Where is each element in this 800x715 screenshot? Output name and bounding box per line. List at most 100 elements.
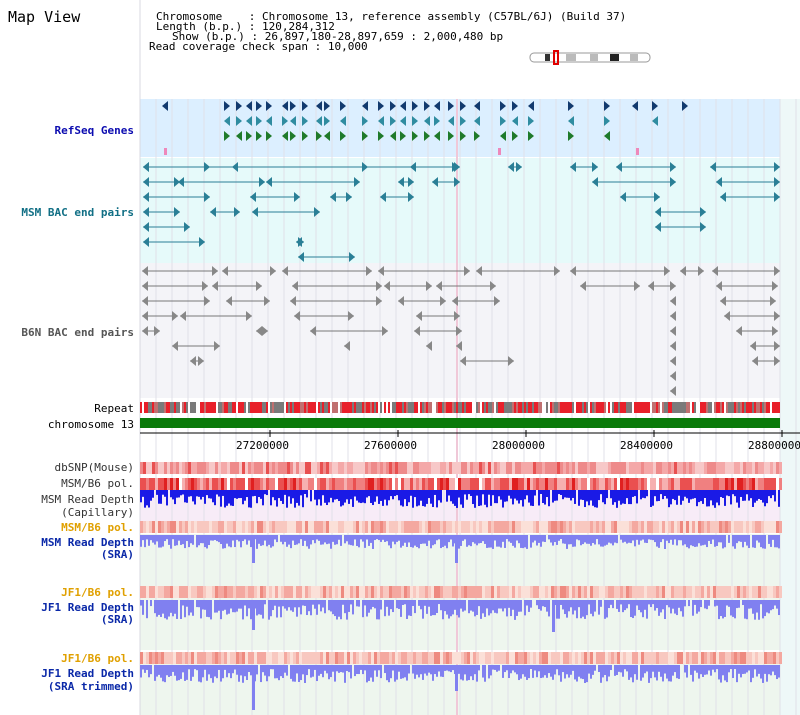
read-depth-bar <box>148 535 150 546</box>
read-depth-bar <box>448 535 450 543</box>
b6n-bac-end <box>720 296 726 306</box>
polymorphism-cell <box>227 652 230 664</box>
polymorphism-cell <box>572 586 575 598</box>
polymorphism-cell <box>314 478 317 490</box>
read-depth-bar <box>176 600 178 619</box>
b6n-bac-end <box>570 266 576 276</box>
polymorphism-cell <box>464 652 467 664</box>
polymorphism-cell <box>683 478 686 490</box>
repeat-segment <box>524 402 526 413</box>
b6n-bac-end <box>770 296 776 306</box>
repeat-segment <box>216 402 218 413</box>
read-depth-bar <box>186 535 188 542</box>
read-depth-bar <box>568 535 570 545</box>
repeat-segment <box>284 402 286 413</box>
read-depth-bar <box>582 490 584 501</box>
polymorphism-cell <box>698 521 701 533</box>
polymorphism-cell <box>740 586 743 598</box>
repeat-segment <box>748 402 750 413</box>
read-depth-bar <box>172 600 174 617</box>
refseq-gene-arrow <box>290 131 296 141</box>
read-depth-bar <box>730 490 732 505</box>
b6n-bac-end <box>670 326 676 336</box>
polymorphism-cell <box>770 462 773 474</box>
read-depth-bar <box>548 535 550 540</box>
read-depth-bar <box>608 600 610 609</box>
msm-bac-end <box>592 177 598 187</box>
read-depth-bar <box>266 490 268 496</box>
read-depth-bar <box>514 665 516 673</box>
msm-bac-end <box>516 162 522 172</box>
polymorphism-cell <box>485 586 488 598</box>
read-depth-bar <box>474 490 476 508</box>
polymorphism-cell <box>395 652 398 664</box>
polymorphism-cell <box>305 478 308 490</box>
length-value: 120,284,312 <box>261 20 335 33</box>
track-label-b6n-bac[interactable]: B6N BAC end pairs <box>21 326 134 339</box>
repeat-segment <box>220 402 222 413</box>
repeat-segment <box>210 402 212 413</box>
read-depth-bar <box>340 600 342 620</box>
read-depth-bar <box>592 665 594 675</box>
read-depth-bar <box>746 535 748 546</box>
polymorphism-cell <box>251 652 254 664</box>
read-depth-bar <box>454 600 456 610</box>
polymorphism-cell <box>509 586 512 598</box>
refseq-gene-arrow <box>474 116 480 126</box>
read-depth-bar <box>270 490 272 506</box>
read-depth-bar <box>364 665 366 671</box>
axis-tick-label: 28000000 <box>492 439 545 452</box>
polymorphism-cell <box>371 652 374 664</box>
read-depth-bar <box>704 600 706 609</box>
polymorphism-cell <box>566 586 569 598</box>
polymorphism-cell <box>248 652 251 664</box>
repeat-segment <box>200 402 202 413</box>
read-depth-bar <box>470 665 472 677</box>
refseq-gene-arrow <box>378 101 384 111</box>
read-depth-bar <box>580 535 582 546</box>
read-depth-bar <box>142 600 144 615</box>
polymorphism-cell <box>620 586 623 598</box>
polymorphism-cell <box>221 652 224 664</box>
polymorphism-cell <box>416 521 419 533</box>
refseq-gene-arrow <box>266 131 272 141</box>
polymorphism-cell <box>506 462 509 474</box>
polymorphism-cell <box>698 586 701 598</box>
b6n-bac-end <box>382 326 388 336</box>
polymorphism-cell <box>560 586 563 598</box>
read-depth-bar <box>506 665 508 671</box>
read-depth-spike <box>252 535 255 563</box>
b6n-bac-end <box>736 326 742 336</box>
read-depth-bar <box>238 535 240 542</box>
read-depth-bar <box>726 600 728 606</box>
read-depth-bar <box>276 490 278 507</box>
read-depth-bar <box>268 600 270 620</box>
read-depth-bar <box>484 665 486 682</box>
polymorphism-cell <box>173 462 176 474</box>
polymorphism-cell <box>746 462 749 474</box>
track-label-refseq[interactable]: RefSeq Genes <box>54 124 134 137</box>
read-depth-bar <box>236 665 238 675</box>
read-depth-bar <box>332 490 334 503</box>
b6n-bac-end <box>426 341 432 351</box>
polymorphism-cell <box>218 521 221 533</box>
read-depth-bar <box>176 535 178 546</box>
repeat-segment <box>232 402 234 413</box>
polymorphism-cell <box>701 521 704 533</box>
repeat-segment <box>390 402 392 413</box>
polymorphism-cell <box>623 652 626 664</box>
read-depth-bar <box>558 600 560 619</box>
read-depth-bar <box>738 490 740 508</box>
polymorphism-cell <box>638 478 641 490</box>
read-depth-bar <box>350 665 352 679</box>
polymorphism-cell <box>767 462 770 474</box>
polymorphism-cell <box>659 586 662 598</box>
read-depth-bar <box>732 535 734 547</box>
read-depth-bar <box>690 490 692 500</box>
read-depth-bar <box>344 665 346 683</box>
track-label-msm-bac[interactable]: MSM BAC end pairs <box>21 206 134 219</box>
read-depth-bar <box>384 535 386 542</box>
polymorphism-cell <box>260 462 263 474</box>
repeat-segment <box>620 402 622 413</box>
